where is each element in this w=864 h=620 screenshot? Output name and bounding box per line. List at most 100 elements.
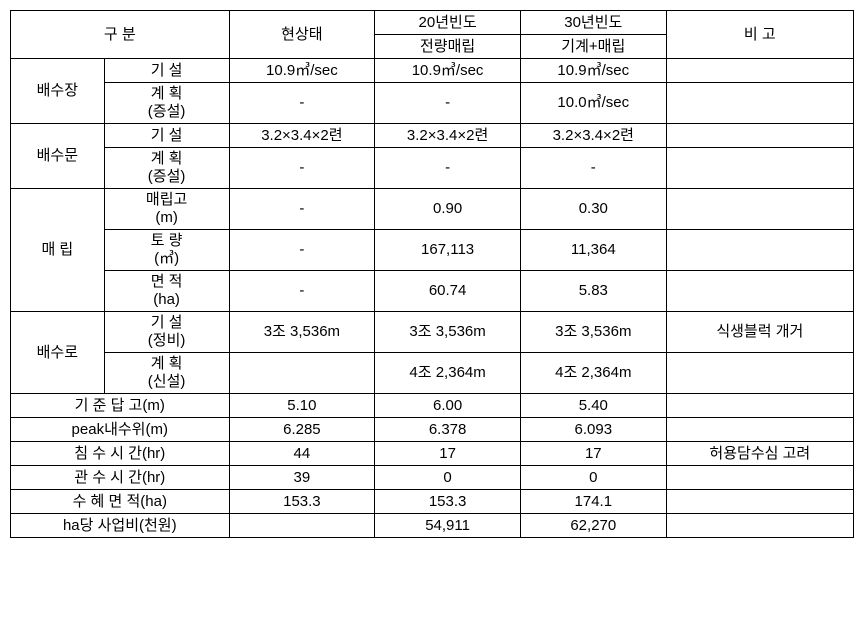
maerip-myeonjeok1: 면 적 [109,273,225,291]
baesumun-gyehoek1: 계 획 [109,150,225,168]
header-note: 비 고 [666,11,853,59]
chimsu-current: 44 [229,442,375,466]
baesuro-gyehoek: 계 획 (신설) [104,353,229,394]
ha-30: 62,270 [520,514,666,538]
maerip-myeonjeok-current: - [229,271,375,312]
maerip-maeripgo-30: 0.30 [520,189,666,230]
maerip-maeripgo-note [666,189,853,230]
maerip-maeripgo-20: 0.90 [375,189,521,230]
baesumun-gyehoek-note [666,148,853,189]
baesumun-gyehoek2: (증설) [109,168,225,186]
baesuro-gisul2: (정비) [109,332,225,350]
baesuro-gisul-current: 3조 3,536m [229,312,375,353]
baesuro-label: 배수로 [11,312,105,394]
baesujang-gyehoek2: (증설) [109,103,225,121]
baesujang-gisul-note [666,59,853,83]
suhye-row: 수 혜 면 적(ha) 153.3 153.3 174.1 [11,490,854,514]
baesujang-label: 배수장 [11,59,105,124]
gijun-label: 기 준 답 고(m) [11,394,230,418]
maerip-maeripgo1: 매립고 [109,191,225,209]
suhye-20: 153.3 [375,490,521,514]
maerip-maeripgo2: (m) [109,209,225,227]
peak-current: 6.285 [229,418,375,442]
header-freq20: 20년빈도 [375,11,521,35]
chimsu-note: 허용담수심 고려 [666,442,853,466]
gwansu-30: 0 [520,466,666,490]
chimsu-label: 침 수 시 간(hr) [11,442,230,466]
baesumun-gisul-30: 3.2×3.4×2련 [520,124,666,148]
maerip-toryang-note [666,230,853,271]
gwansu-current: 39 [229,466,375,490]
gwansu-row: 관 수 시 간(hr) 39 0 0 [11,466,854,490]
chimsu-30: 17 [520,442,666,466]
baesuro-gyehoek1: 계 획 [109,355,225,373]
ha-row: ha당 사업비(천원) 54,911 62,270 [11,514,854,538]
maerip-maeripgo-current: - [229,189,375,230]
gijun-current: 5.10 [229,394,375,418]
baesumun-gyehoek-20: - [375,148,521,189]
suhye-note [666,490,853,514]
baesujang-gyehoek-current: - [229,83,375,124]
baesujang-gyehoek-30: 10.0㎥/sec [520,83,666,124]
maerip-toryang: 토 량 (㎥) [104,230,229,271]
baesujang-gyehoek-note [666,83,853,124]
maerip-myeonjeok-30: 5.83 [520,271,666,312]
baesuro-gisul-20: 3조 3,536m [375,312,521,353]
baesuro-gyehoek-20: 4조 2,364m [375,353,521,394]
baesujang-gisul-20: 10.9㎥/sec [375,59,521,83]
maerip-toryang-current: - [229,230,375,271]
header-row-1: 구 분 현상태 20년빈도 30년빈도 비 고 [11,11,854,35]
baesumun-gisul-20: 3.2×3.4×2련 [375,124,521,148]
baesumun-gyehoek-30: - [520,148,666,189]
baesumun-gyehoek-current: - [229,148,375,189]
maerip-myeonjeok-20: 60.74 [375,271,521,312]
maerip-maeripgo: 매립고 (m) [104,189,229,230]
baesumun-gisul: 기 설 [104,124,229,148]
baesuro-gisul1: 기 설 [109,314,225,332]
gijun-note [666,394,853,418]
baesuro-gyehoek-note [666,353,853,394]
baesujang-gyehoek: 계 획 (증설) [104,83,229,124]
maerip-myeonjeok-note [666,271,853,312]
gijun-row: 기 준 답 고(m) 5.10 6.00 5.40 [11,394,854,418]
baesumun-gisul-note [666,124,853,148]
baesujang-gisul: 기 설 [104,59,229,83]
header-freq30sub: 기계+매립 [520,35,666,59]
baesuro-gisul-note: 식생블럭 개거 [666,312,853,353]
data-table: 구 분 현상태 20년빈도 30년빈도 비 고 전량매립 기계+매립 배수장 기… [10,10,854,538]
chimsu-20: 17 [375,442,521,466]
header-category: 구 분 [11,11,230,59]
baesujang-gisul-row: 배수장 기 설 10.9㎥/sec 10.9㎥/sec 10.9㎥/sec [11,59,854,83]
baesujang-gisul-30: 10.9㎥/sec [520,59,666,83]
suhye-label: 수 혜 면 적(ha) [11,490,230,514]
chimsu-row: 침 수 시 간(hr) 44 17 17 허용담수심 고려 [11,442,854,466]
gwansu-note [666,466,853,490]
maerip-myeonjeok2: (ha) [109,291,225,309]
baesujang-gyehoek-20: - [375,83,521,124]
peak-label: peak내수위(m) [11,418,230,442]
maerip-label: 매 립 [11,189,105,312]
suhye-current: 153.3 [229,490,375,514]
maerip-toryang1: 토 량 [109,232,225,250]
baesuro-gyehoek-current [229,353,375,394]
baesuro-gyehoek-30: 4조 2,364m [520,353,666,394]
baesumun-gyehoek: 계 획 (증설) [104,148,229,189]
ha-label: ha당 사업비(천원) [11,514,230,538]
suhye-30: 174.1 [520,490,666,514]
baesumun-gisul-current: 3.2×3.4×2련 [229,124,375,148]
baesuro-gyehoek2: (신설) [109,373,225,391]
maerip-toryang-20: 167,113 [375,230,521,271]
gwansu-label: 관 수 시 간(hr) [11,466,230,490]
maerip-toryang2: (㎥) [109,250,225,268]
header-freq20sub: 전량매립 [375,35,521,59]
maerip-toryang-30: 11,364 [520,230,666,271]
peak-20: 6.378 [375,418,521,442]
maerip-myeonjeok: 면 적 (ha) [104,271,229,312]
baesumun-gisul-row: 배수문 기 설 3.2×3.4×2련 3.2×3.4×2련 3.2×3.4×2련 [11,124,854,148]
gijun-30: 5.40 [520,394,666,418]
ha-current [229,514,375,538]
peak-row: peak내수위(m) 6.285 6.378 6.093 [11,418,854,442]
baesumun-label: 배수문 [11,124,105,189]
baesuro-gisul: 기 설 (정비) [104,312,229,353]
ha-note [666,514,853,538]
